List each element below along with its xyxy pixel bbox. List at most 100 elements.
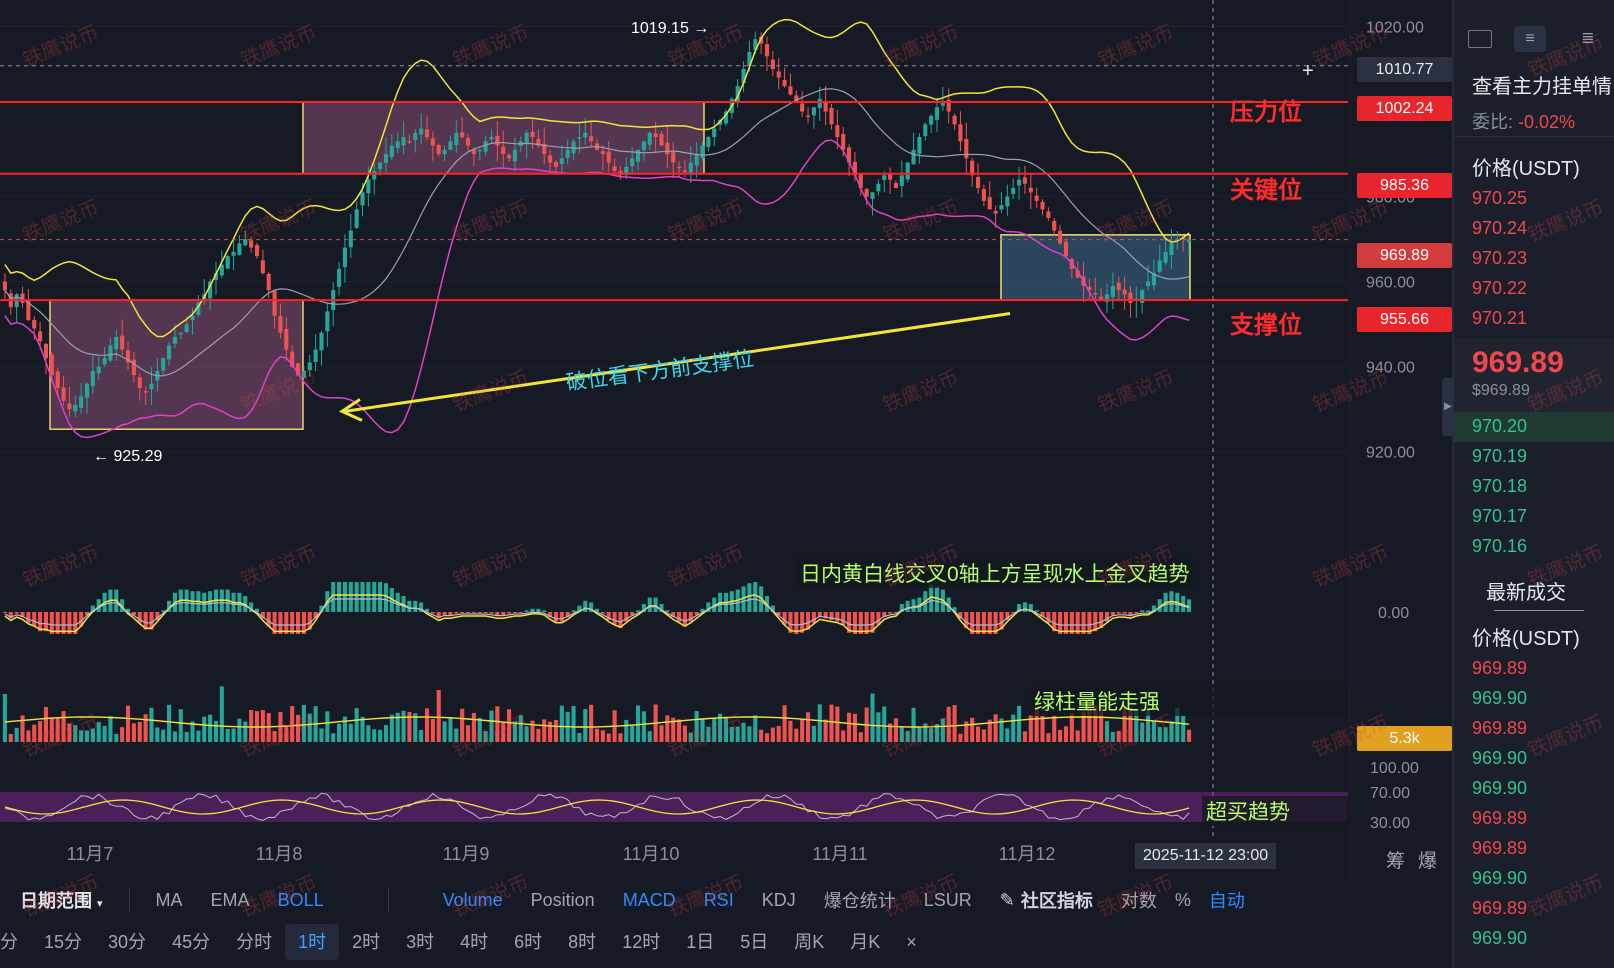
tf-6h[interactable]: 6时	[514, 932, 543, 952]
tf-timeshare[interactable]: 分时	[236, 932, 273, 952]
macd-bar	[858, 612, 863, 634]
close-icon[interactable]: ×	[906, 932, 917, 952]
volume-bar	[307, 713, 312, 742]
trade-row[interactable]: 969.89	[1472, 838, 1528, 858]
volume-bar	[290, 706, 295, 742]
trade-row[interactable]: 969.89	[1472, 898, 1528, 918]
candle-body	[659, 133, 664, 146]
tf-45m[interactable]: 45分	[172, 932, 211, 952]
ask-row[interactable]: 970.23	[1472, 248, 1528, 268]
volume-bar	[600, 730, 605, 742]
tf-minute[interactable]: 分	[0, 932, 18, 952]
trade-row[interactable]: 969.89	[1472, 808, 1528, 828]
lsur-button[interactable]: LSUR	[923, 889, 972, 910]
candle-body	[231, 251, 236, 256]
latest-trades-title[interactable]: 最新成交	[1486, 582, 1566, 604]
edit-icon[interactable]: ✎	[999, 889, 1015, 910]
ask-row[interactable]: 970.22	[1472, 278, 1528, 298]
tf-12h[interactable]: 12时	[622, 932, 661, 952]
macd-bar	[55, 612, 60, 634]
kdj-button[interactable]: KDJ	[761, 889, 796, 910]
orderbook-view-icon[interactable]: ≡	[1514, 26, 1546, 52]
tf-8h[interactable]: 8时	[568, 932, 597, 952]
rsi-tick-label: 100.00	[1370, 760, 1419, 777]
candle-body	[360, 192, 365, 206]
trade-row[interactable]: 969.90	[1472, 688, 1528, 708]
date-range-button[interactable]: 日期范围 ▾	[20, 891, 103, 911]
volume-bar	[2, 693, 7, 742]
liquidation-button[interactable]: 爆	[1418, 851, 1438, 872]
bid-row[interactable]: 970.19	[1472, 446, 1528, 466]
crosshair-plus-icon[interactable]: +	[1302, 60, 1314, 82]
macd-button[interactable]: MACD	[622, 889, 676, 910]
candle-body	[630, 158, 635, 167]
ask-row[interactable]: 970.25	[1472, 188, 1528, 208]
tf-1d[interactable]: 1日	[686, 932, 715, 952]
macd-bar	[161, 610, 166, 612]
liquidation-stats-button[interactable]: 爆仓统计	[823, 891, 896, 911]
volume-bar	[26, 730, 31, 742]
candle-body	[184, 324, 189, 332]
candle-body	[325, 311, 330, 332]
candle-body	[424, 129, 430, 138]
tf-5d[interactable]: 5日	[740, 932, 769, 952]
trade-row[interactable]: 969.89	[1472, 658, 1528, 678]
candle-body	[712, 128, 717, 138]
list-view-icon[interactable]: ≣	[1581, 30, 1595, 47]
trade-row[interactable]: 969.90	[1472, 868, 1528, 888]
trade-row[interactable]: 969.90	[1472, 778, 1528, 798]
community-indicators-button[interactable]: 社区指标	[1020, 891, 1093, 911]
bid-row[interactable]: 970.16	[1472, 536, 1528, 556]
candle-body	[870, 192, 875, 199]
volume-bar	[905, 730, 910, 742]
candle-body	[987, 197, 992, 210]
volume-bar	[8, 733, 13, 742]
tf-month[interactable]: 月K	[850, 932, 881, 952]
ask-row[interactable]: 970.24	[1472, 218, 1528, 238]
bid-row[interactable]: 970.17	[1472, 506, 1528, 526]
position-button[interactable]: Position	[530, 889, 595, 910]
orderbook-title-link[interactable]: 查看主力挂单情	[1472, 76, 1612, 98]
boll-button[interactable]: BOLL	[277, 889, 324, 910]
trade-row[interactable]: 969.90	[1472, 928, 1528, 948]
ema-button[interactable]: EMA	[210, 889, 250, 910]
macd-bar	[788, 612, 793, 633]
candle-body	[770, 59, 775, 70]
macd-bar	[1028, 604, 1033, 612]
macd-bar	[929, 584, 934, 612]
macd-bar	[424, 608, 430, 612]
tf-1h[interactable]: 1时	[285, 924, 340, 960]
candle-body	[208, 281, 213, 299]
layout-icon[interactable]	[1468, 30, 1492, 48]
tf-week[interactable]: 周K	[794, 932, 825, 952]
tf-4h[interactable]: 4时	[460, 932, 489, 952]
tf-2h[interactable]: 2时	[352, 932, 381, 952]
rsi-button[interactable]: RSI	[703, 889, 734, 910]
volume-bar	[1122, 706, 1127, 742]
ma-button[interactable]: MA	[155, 889, 183, 910]
volume-button[interactable]: Volume	[442, 889, 503, 910]
collapse-panel-handle[interactable]: ▶	[1442, 378, 1454, 436]
chart-area[interactable]: 1020.00 980.00 960.00 940.00 920.00 11月7 11月8 1…	[0, 0, 1452, 968]
volume-bar	[829, 704, 834, 742]
chips-button[interactable]: 筹	[1386, 851, 1406, 872]
auto-scale-button[interactable]: 自动	[1208, 891, 1245, 911]
macd-bar	[589, 602, 594, 612]
tf-3h[interactable]: 3时	[406, 932, 435, 952]
percent-button[interactable]: %	[1174, 889, 1191, 910]
volume-bar	[647, 731, 652, 742]
support-price-tag: 955.66	[1357, 307, 1452, 332]
trade-row[interactable]: 969.89	[1472, 718, 1528, 738]
bid-row[interactable]: 970.20	[1472, 416, 1528, 436]
ask-row[interactable]: 970.21	[1472, 308, 1528, 328]
macd-dea-line	[4, 598, 1190, 626]
volume-bar	[14, 727, 19, 742]
candle-body	[1187, 239, 1192, 243]
macd-bar	[436, 612, 441, 619]
tf-30m[interactable]: 30分	[108, 932, 147, 952]
trade-row[interactable]: 969.90	[1472, 748, 1528, 768]
log-scale-button[interactable]: 对数	[1120, 891, 1157, 911]
bid-row[interactable]: 970.18	[1472, 476, 1528, 496]
tf-15m[interactable]: 15分	[44, 932, 83, 952]
